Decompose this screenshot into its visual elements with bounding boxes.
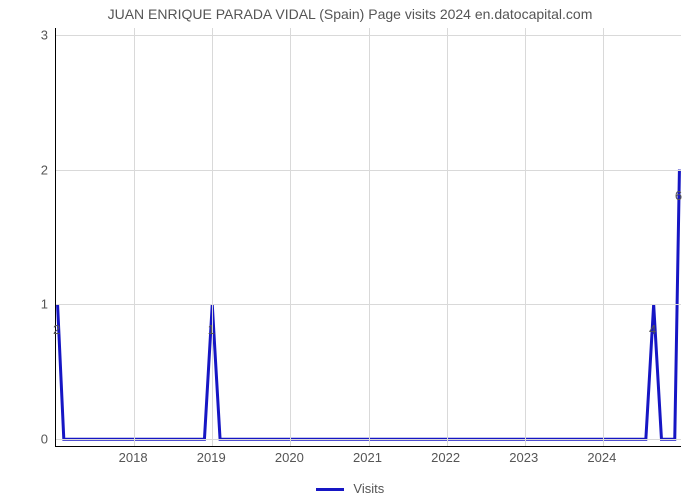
chart-container: JUAN ENRIQUE PARADA VIDAL (Spain) Page v… <box>0 0 700 500</box>
gridline-v <box>290 28 291 446</box>
y-tick-label: 3 <box>30 27 48 42</box>
legend: Visits <box>0 481 700 496</box>
gridline-v <box>447 28 448 446</box>
point-value-label: 1 <box>208 322 215 337</box>
gridline-v <box>525 28 526 446</box>
x-tick-label: 2018 <box>119 450 148 465</box>
x-tick-label: 2022 <box>431 450 460 465</box>
y-tick-label: 2 <box>30 162 48 177</box>
point-value-label: 4 <box>649 322 656 337</box>
x-tick-label: 2023 <box>509 450 538 465</box>
point-value-label: 6 <box>675 188 682 203</box>
y-tick-label: 0 <box>30 432 48 447</box>
gridline-v <box>212 28 213 446</box>
point-value-label: 2 <box>53 322 60 337</box>
y-tick-label: 1 <box>30 297 48 312</box>
x-tick-label: 2024 <box>587 450 616 465</box>
legend-label: Visits <box>353 481 384 496</box>
gridline-v <box>603 28 604 446</box>
plot-area <box>55 28 681 447</box>
x-tick-label: 2020 <box>275 450 304 465</box>
x-tick-label: 2019 <box>197 450 226 465</box>
legend-swatch <box>316 488 344 491</box>
gridline-v <box>369 28 370 446</box>
x-tick-label: 2021 <box>353 450 382 465</box>
chart-title: JUAN ENRIQUE PARADA VIDAL (Spain) Page v… <box>0 6 700 22</box>
gridline-v <box>134 28 135 446</box>
